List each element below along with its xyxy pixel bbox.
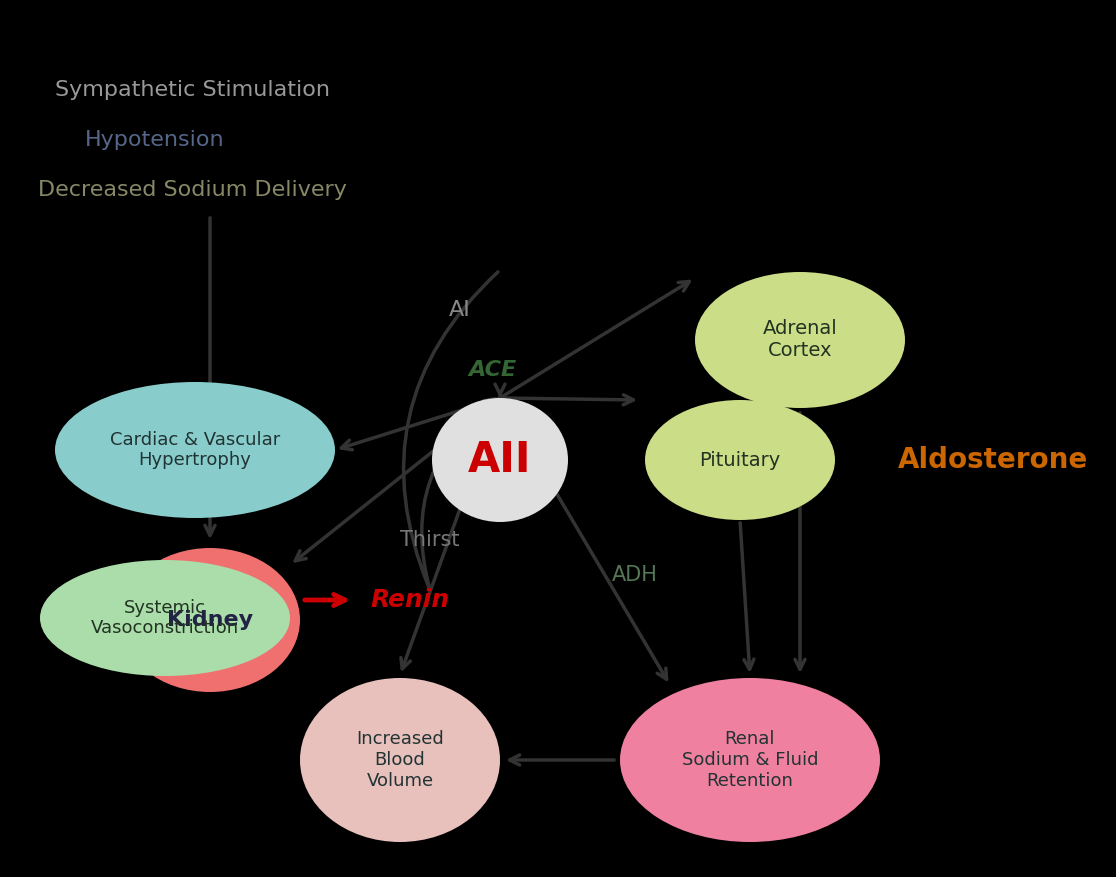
Ellipse shape — [432, 398, 568, 522]
Ellipse shape — [121, 548, 300, 692]
Ellipse shape — [620, 678, 881, 842]
Text: Renin: Renin — [371, 588, 449, 612]
Text: Thirst: Thirst — [401, 530, 460, 550]
Text: Adrenal
Cortex: Adrenal Cortex — [762, 319, 837, 360]
Text: Hypotension: Hypotension — [85, 130, 224, 150]
Text: Kidney: Kidney — [167, 610, 253, 630]
Ellipse shape — [55, 382, 335, 518]
Text: AII: AII — [469, 439, 531, 481]
Ellipse shape — [645, 400, 835, 520]
Text: Decreased Sodium Delivery: Decreased Sodium Delivery — [38, 180, 347, 200]
Text: Pituitary: Pituitary — [700, 451, 780, 469]
Text: ADH: ADH — [612, 565, 658, 585]
Text: Sympathetic Stimulation: Sympathetic Stimulation — [55, 80, 330, 100]
Ellipse shape — [40, 560, 290, 676]
Text: Aldosterone: Aldosterone — [898, 446, 1088, 474]
Text: Increased
Blood
Volume: Increased Blood Volume — [356, 731, 444, 790]
Text: Renal
Sodium & Fluid
Retention: Renal Sodium & Fluid Retention — [682, 731, 818, 790]
Text: ACE: ACE — [468, 360, 517, 380]
Text: Systemic
Vasoconstriction: Systemic Vasoconstriction — [90, 599, 239, 638]
Text: AI: AI — [449, 300, 471, 320]
Ellipse shape — [695, 272, 905, 408]
Ellipse shape — [300, 678, 500, 842]
Text: Cardiac & Vascular
Hypertrophy: Cardiac & Vascular Hypertrophy — [109, 431, 280, 469]
